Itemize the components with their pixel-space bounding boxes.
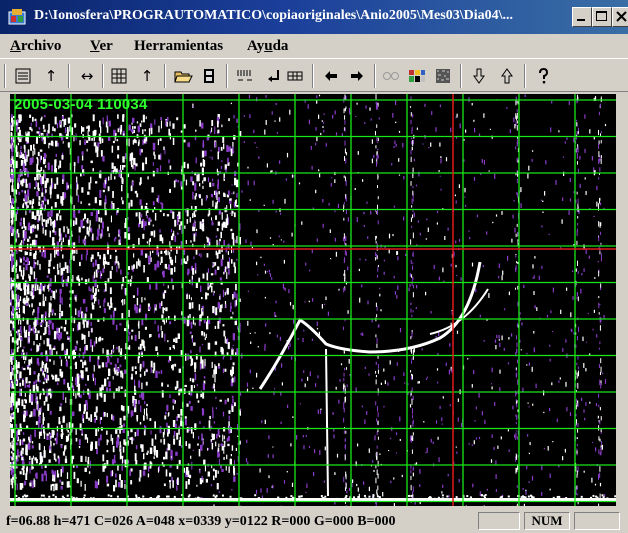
toolbar-separator [312,64,314,88]
grid-icon[interactable] [108,65,130,87]
status-bar: f=06.88 h=471 C=026 A=048 x=0339 y=0122 … [0,509,628,533]
vertical-echo [325,348,329,497]
arrow-up-outline-icon[interactable] [496,65,518,87]
enter-icon[interactable] [262,65,284,87]
menu-ver[interactable]: Ver [90,38,113,54]
timestamp-label: 2005-03-04 110034 [14,96,148,113]
toolbar-separator [68,64,70,88]
status-pane-empty [478,512,520,530]
maximize-button[interactable] [592,7,612,27]
app-icon [8,9,26,25]
menu-bar: Archivo Ver Herramientas Ayuda [0,34,628,58]
folder-open-icon[interactable] [172,65,194,87]
toolbar-separator [164,64,166,88]
cursor-readout: f=06.88 h=471 C=026 A=048 x=0339 y=0122 … [6,514,396,529]
status-pane-empty [574,512,620,530]
table-icon[interactable] [284,65,306,87]
window-title: D:\Ionosfera\PROGRAUTOMATICO\copiaorigin… [34,8,513,23]
circles-icon[interactable] [380,65,402,87]
close-icon [616,11,627,22]
arrow-left-icon[interactable] [320,65,342,87]
arrow-right-icon[interactable] [346,65,368,87]
minimize-icon [577,19,585,21]
arrow-down-outline-icon[interactable] [468,65,490,87]
toolbar-separator [374,64,376,88]
list-icon[interactable] [12,65,34,87]
mosaic-icon[interactable] [406,65,428,87]
f-layer-trace [258,261,482,390]
maximize-icon [596,11,607,21]
close-button[interactable] [612,7,628,27]
minimize-button[interactable] [572,7,592,27]
arrow-up-icon[interactable]: ↑ [140,67,154,85]
noise-icon[interactable] [432,65,454,87]
film-icon[interactable] [198,65,220,87]
toolbar-separator [226,64,228,88]
toolbar-separator [460,64,462,88]
toolbar: ↑ ↔ ↑ [0,58,628,92]
arrow-up-icon[interactable]: ↑ [44,67,58,85]
menu-herramientas[interactable]: Herramientas [134,38,224,54]
toolbar-grip [4,64,6,88]
menu-archivo[interactable]: Archivo [10,38,62,54]
noise-layer [10,94,616,506]
title-bar[interactable]: D:\Ionosfera\PROGRAUTOMATICO\copiaorigin… [0,0,628,34]
menu-ayuda[interactable]: Ayuda [247,38,289,54]
help-icon[interactable] [532,65,554,87]
num-lock-indicator: NUM [524,512,570,530]
toolbar-separator [524,64,526,88]
second-trace [429,288,489,335]
ionogram-plot[interactable]: 2005-03-04 110034 [10,94,616,506]
arrows-horizontal-icon[interactable]: ↔ [80,67,94,85]
ionogram-canvas[interactable] [10,94,616,506]
toolbar-separator [102,64,104,88]
grid [10,94,616,506]
ticks-icon[interactable] [234,65,256,87]
